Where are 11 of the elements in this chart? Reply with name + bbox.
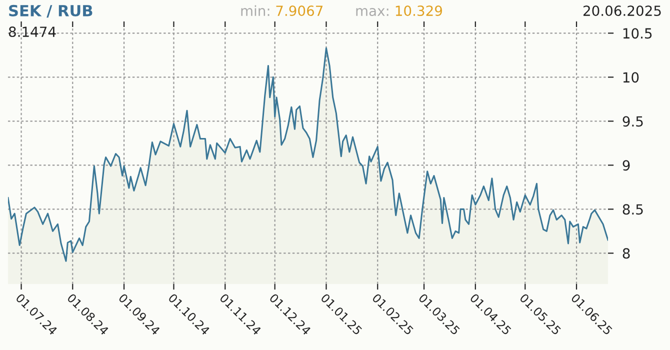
y-tick-label: 9.5 (622, 116, 643, 127)
y-tick-label: 8 (622, 248, 630, 259)
text: min: 7.9067 (241, 5, 323, 16)
y-tick-label: 8.5 (622, 204, 643, 215)
text: max: 10.329 (356, 6, 442, 16)
y-tick-label: 10 (623, 72, 639, 83)
chart-title: SEK / RUB (9, 4, 92, 18)
annotation: 8.1474 (8, 26, 56, 38)
y-tick-label: 9 (622, 160, 630, 171)
y-tick-label: 10.5 (623, 28, 652, 39)
text: 20.06.2025 (583, 6, 661, 16)
